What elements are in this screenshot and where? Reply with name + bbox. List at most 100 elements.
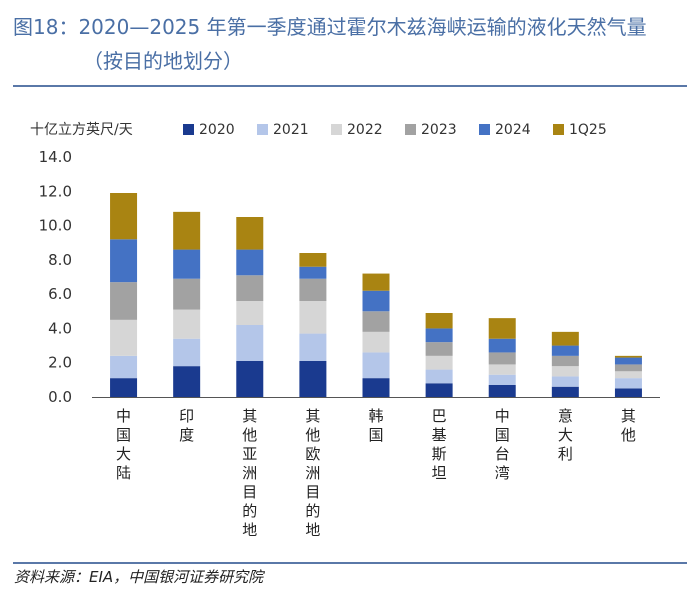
- y-tick-label: 8.0: [48, 251, 72, 269]
- bar-segment-1Q25: [299, 253, 327, 267]
- bar-segment-1Q25: [488, 318, 516, 339]
- bar-segment-2022: [488, 364, 516, 375]
- x-tick-label: 中国台湾: [495, 407, 510, 482]
- legend-swatch-2023: [405, 124, 416, 135]
- bar-segment-2020: [299, 361, 327, 397]
- bar-segment-2023: [110, 282, 138, 320]
- bar-segment-1Q25: [173, 211, 201, 250]
- legend-swatch-1Q25: [553, 124, 564, 135]
- x-tick-label: 其他: [621, 407, 636, 444]
- figure-title: 图18：2020—2025 年第一季度通过霍尔木兹海峡运输的液化天然气量 （按目…: [13, 10, 688, 78]
- legend-swatch-2020: [183, 124, 194, 135]
- bar-segment-2023: [425, 342, 453, 356]
- bar-segment-2022: [362, 331, 390, 353]
- bar-segment-2024: [614, 357, 642, 365]
- bar-segment-2023: [551, 355, 579, 367]
- bar-segment-2021: [110, 355, 138, 379]
- bar-segment-1Q25: [236, 217, 264, 250]
- bar-segment-2021: [425, 369, 453, 384]
- y-tick-label: 4.0: [48, 319, 72, 337]
- bar-segment-1Q25: [614, 355, 642, 358]
- bar-segment-2022: [614, 371, 642, 379]
- bar-segment-2024: [110, 239, 138, 283]
- legend-label-2022: 2022: [347, 122, 383, 138]
- bar-stack-意大利: [551, 331, 579, 397]
- bar-segment-2021: [488, 374, 516, 385]
- y-tick-label: 14.0: [39, 148, 72, 166]
- bar-segment-2021: [362, 352, 390, 379]
- x-tick-label: 其他欧洲目的地: [305, 407, 320, 539]
- x-tick-label: 中国大陆: [116, 407, 131, 482]
- bar-segment-2020: [362, 378, 390, 397]
- bar-segment-2020: [110, 378, 138, 397]
- bottom-divider: [13, 562, 687, 564]
- y-axis-unit-label: 十亿立方英尺/天: [30, 121, 133, 138]
- bar-segment-1Q25: [110, 193, 138, 240]
- bar-segment-2021: [551, 376, 579, 387]
- bar-segment-2023: [236, 275, 264, 301]
- bar-segment-2024: [236, 249, 264, 276]
- bar-segment-2021: [614, 378, 642, 389]
- bar-segment-2023: [299, 278, 327, 301]
- y-tick-label: 6.0: [48, 285, 72, 303]
- legend-label-2021: 2021: [273, 122, 309, 138]
- bar-stack-中国台湾: [488, 318, 516, 397]
- x-tick-label: 韩国: [368, 407, 383, 444]
- bar-stack-其他亚洲目的地: [236, 217, 264, 397]
- y-tick-label: 2.0: [48, 354, 72, 372]
- bar-segment-2021: [236, 325, 264, 361]
- bar-segment-2022: [110, 319, 138, 356]
- bar-segment-2023: [362, 311, 390, 332]
- x-tick-label: 巴基斯坦: [432, 407, 447, 482]
- bar-segment-2024: [488, 338, 516, 353]
- y-tick-label: 10.0: [39, 217, 72, 235]
- x-axis-labels: 中国大陆 印度 其他亚洲目的地 其他欧洲目的地 韩国 巴基斯坦 中国台湾 意大利 其他: [116, 407, 636, 539]
- bar-stack-印度: [173, 211, 201, 397]
- bar-segment-2021: [299, 333, 327, 361]
- y-tick-label: 12.0: [39, 182, 72, 200]
- bar-segment-2023: [614, 364, 642, 372]
- figure-title-line2: （按目的地划分）: [83, 49, 243, 73]
- y-axis: 0.0 2.0 4.0 6.0 8.0 10.0 12.0 14.0: [39, 148, 660, 406]
- bar-stack-巴基斯坦: [425, 313, 453, 397]
- bar-segment-2024: [425, 328, 453, 343]
- bar-segment-2022: [425, 355, 453, 370]
- figure-title-line1: 图18：2020—2025 年第一季度通过霍尔木兹海峡运输的液化天然气量: [13, 15, 647, 39]
- bar-segment-2022: [236, 301, 264, 325]
- bar-segment-2021: [173, 338, 201, 367]
- bar-segment-2020: [488, 385, 516, 397]
- chart-legend: 十亿立方英尺/天 2020 2021 2022 2023 2024 1Q25: [30, 121, 607, 138]
- legend-swatch-2022: [331, 124, 342, 135]
- legend-swatch-2021: [257, 124, 268, 135]
- source-note: 资料来源：EIA，中国银河证券研究院: [14, 568, 264, 586]
- top-divider: [13, 85, 687, 87]
- bar-segment-2024: [173, 249, 201, 279]
- bar-segment-2024: [551, 345, 579, 356]
- legend-label-2020: 2020: [199, 122, 235, 138]
- x-tick-label: 印度: [179, 407, 194, 444]
- bar-segment-2024: [299, 266, 327, 279]
- bar-segment-2022: [173, 309, 201, 339]
- bar-segment-1Q25: [425, 313, 453, 329]
- bar-stack-其他欧洲目的地: [299, 253, 327, 397]
- bar-segment-1Q25: [362, 273, 390, 291]
- bar-segment-2023: [173, 278, 201, 310]
- bar-segment-2023: [488, 352, 516, 365]
- bar-segment-2020: [551, 386, 579, 397]
- bar-segment-2020: [173, 366, 201, 397]
- legend-swatch-2024: [479, 124, 490, 135]
- bar-segment-1Q25: [551, 331, 579, 346]
- legend-label-2024: 2024: [495, 122, 531, 138]
- bar-stack-中国大陆: [110, 193, 138, 397]
- bar-segment-2020: [425, 383, 453, 397]
- bar-segment-2022: [299, 301, 327, 334]
- bar-segment-2020: [236, 361, 264, 397]
- bar-segment-2024: [362, 290, 390, 312]
- x-tick-label: 意大利: [558, 407, 573, 463]
- legend-label-2023: 2023: [421, 122, 457, 138]
- bar-groups: [110, 193, 642, 397]
- legend-label-1Q25: 1Q25: [569, 122, 607, 138]
- y-tick-label: 0.0: [48, 388, 72, 406]
- x-tick-label: 其他亚洲目的地: [242, 407, 257, 539]
